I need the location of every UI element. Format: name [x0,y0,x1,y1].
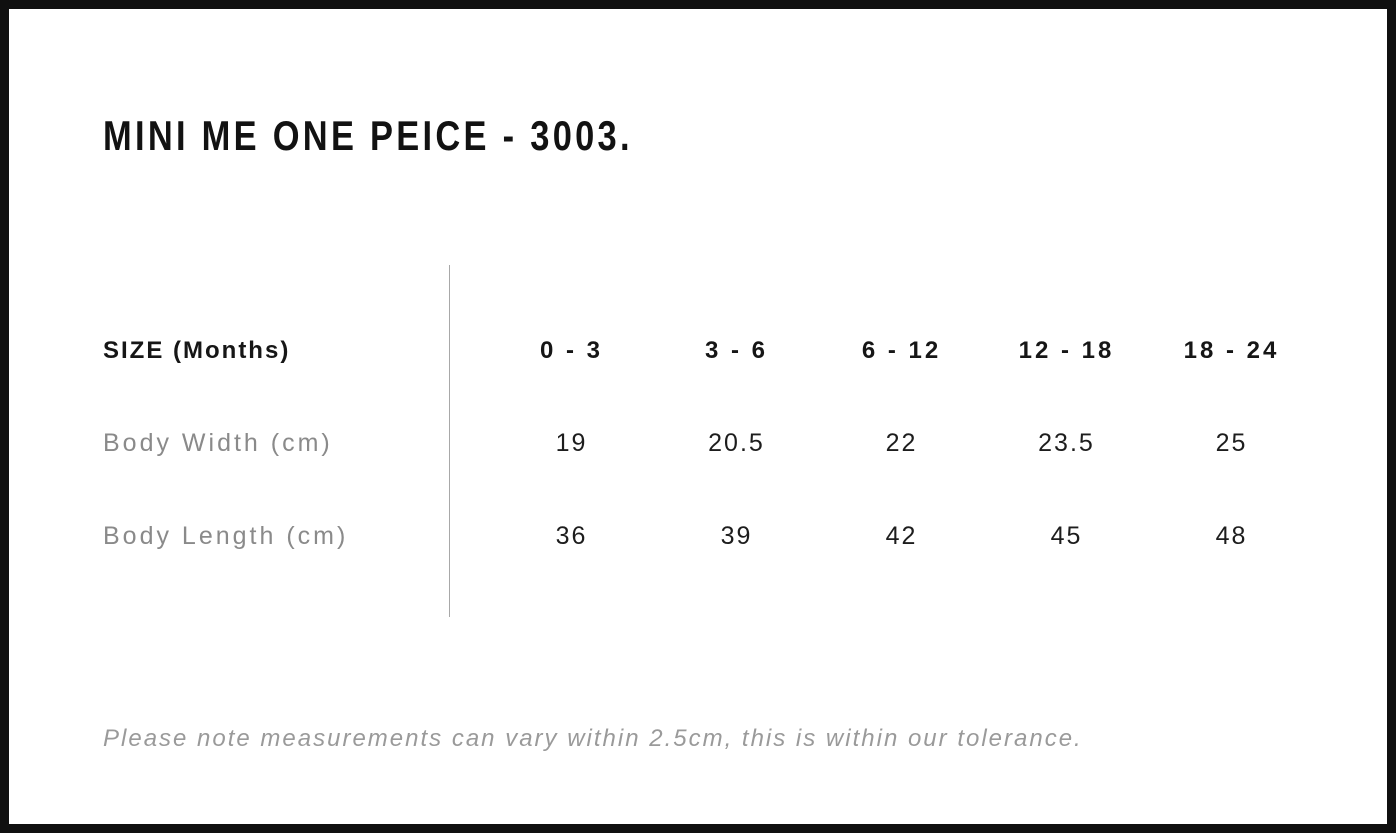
body-length-value: 36 [555,522,588,550]
row-label-body-length: Body Length (cm) [103,522,349,550]
body-width-value: 19 [555,429,588,457]
body-length-value: 42 [885,522,918,550]
column-header-3-6: 3 - 6 [704,336,769,364]
column-header-18-24: 18 - 24 [1183,336,1280,364]
body-length-value: 39 [720,522,753,550]
column-header-12-18: 12 - 18 [1018,336,1115,364]
body-width-value: 25 [1215,429,1248,457]
size-chart-table: SIZE (Months) 0 - 3 3 - 6 6 - 12 12 - 18… [103,304,1314,583]
column-header-6-12: 6 - 12 [861,336,942,364]
body-width-value: 23.5 [1038,429,1095,457]
column-header-0-3: 0 - 3 [539,336,604,364]
row-label-body-width: Body Width (cm) [103,429,333,457]
body-length-value: 48 [1215,522,1248,550]
page-title: MINI ME ONE PEICE - 3003. [103,112,633,159]
size-row-header: SIZE (Months) [103,336,291,364]
tolerance-note: Please note measurements can vary within… [103,725,1083,752]
body-length-value: 45 [1050,522,1083,550]
body-width-value: 22 [885,429,918,457]
body-width-value: 20.5 [708,429,765,457]
table-divider-line [449,265,450,617]
